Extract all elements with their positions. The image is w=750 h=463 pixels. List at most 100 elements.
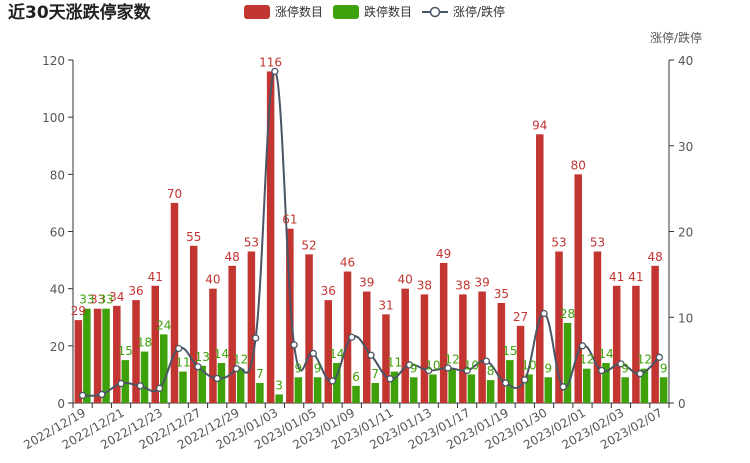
bar-down-label: 9 — [660, 361, 668, 375]
ratio-point — [655, 353, 664, 361]
bar-up — [286, 228, 294, 403]
bar-down — [582, 368, 591, 403]
bar-down-label: 8 — [487, 364, 495, 378]
bar-up — [439, 262, 448, 403]
legend-item-up[interactable]: 涨停数目 — [244, 4, 323, 19]
bar-up-label: 53 — [551, 236, 566, 250]
bar-down — [506, 360, 514, 403]
bar-up — [632, 285, 640, 403]
bar-down-label: 12 — [233, 353, 248, 367]
bar-down-label: 7 — [371, 367, 379, 381]
bar-up-label: 53 — [590, 236, 605, 250]
bar-down-label: 9 — [410, 361, 418, 375]
y-tick-label: 40 — [50, 283, 65, 297]
bar-down — [621, 377, 629, 403]
y2-tick-label: 40 — [678, 54, 693, 68]
bar-up-label: 52 — [301, 238, 316, 252]
ratio-point — [117, 379, 125, 388]
ratio-point — [290, 341, 298, 349]
bar-up — [555, 251, 563, 403]
bar-up-label: 38 — [455, 278, 470, 292]
legend-item-ratio[interactable]: 涨停/跌停 — [422, 4, 505, 19]
bar-up-label: 41 — [628, 270, 643, 284]
ratio-point — [251, 334, 260, 342]
bar-up — [228, 265, 236, 403]
bar-up — [651, 265, 659, 403]
bar-down-label: 13 — [195, 350, 210, 364]
bar-up-label: 40 — [205, 273, 220, 287]
bar-down-label: 14 — [214, 347, 229, 361]
bar-up-label: 46 — [340, 256, 355, 270]
bar-up — [247, 251, 256, 403]
bar-up-label: 80 — [571, 158, 586, 172]
bar-up — [401, 288, 409, 403]
ratio-point — [578, 342, 587, 350]
ratio-point — [425, 366, 433, 375]
bar-up — [459, 294, 467, 403]
bar-down-label: 12 — [445, 353, 460, 367]
bar-up — [324, 300, 333, 403]
bar-up — [363, 291, 371, 403]
bar-down — [294, 377, 303, 403]
bar-down — [121, 360, 130, 403]
bar-up — [382, 314, 390, 403]
bar-up-label: 41 — [148, 270, 163, 284]
ratio-line-path — [82, 70, 661, 397]
ratio-point — [328, 377, 337, 385]
bar-up — [612, 285, 621, 403]
bar-up-label: 31 — [378, 298, 393, 312]
bar-down-label: 9 — [295, 361, 303, 375]
bar-up — [478, 291, 486, 403]
bar-down — [352, 385, 360, 403]
data-labels: 2933333334153618412470115513401448125371… — [71, 55, 668, 392]
ratio-point — [194, 363, 202, 371]
bar-down — [236, 368, 245, 403]
bar-down-label: 12 — [637, 353, 652, 367]
y2-tick-label: 20 — [678, 226, 693, 240]
bar-up-label: 53 — [244, 236, 259, 250]
legend-swatch-down — [333, 5, 359, 19]
bar-down-label: 33 — [98, 293, 113, 307]
bar-up-label: 34 — [109, 290, 124, 304]
bar-down — [83, 308, 91, 403]
y2-tick-label: 0 — [678, 397, 686, 411]
bar-down — [313, 377, 322, 403]
bar-up — [113, 305, 121, 403]
ratio-point — [636, 370, 644, 378]
legend-item-down[interactable]: 跌停数目 — [333, 4, 412, 19]
bar-up-label: 55 — [186, 230, 201, 244]
ratio-point — [463, 366, 471, 375]
bar-up — [170, 202, 179, 403]
ratio-point — [213, 374, 221, 383]
legend-label-up: 涨停数目 — [275, 4, 323, 19]
ratio-point — [271, 67, 279, 76]
bars — [74, 71, 668, 404]
bar-down — [448, 368, 456, 403]
bar-down — [486, 380, 495, 403]
ratio-point — [175, 344, 183, 353]
bar-up — [497, 302, 506, 403]
ratio-point — [232, 365, 241, 373]
bar-up-label: 33 — [90, 293, 105, 307]
bar-down — [217, 362, 226, 403]
bar-down — [409, 377, 418, 403]
bar-down — [563, 322, 572, 403]
bar-down — [544, 377, 553, 403]
ratio-point — [367, 351, 375, 359]
ratio-point — [405, 361, 414, 369]
bar-down — [602, 362, 610, 403]
ratio-point — [348, 333, 356, 341]
bar-down — [140, 351, 149, 403]
ratio-point — [78, 391, 87, 400]
bar-down — [640, 368, 649, 403]
legend-swatch-up — [244, 5, 270, 19]
legend[interactable]: 涨停数目 跌停数目 涨停/跌停 — [244, 4, 505, 19]
bar-up — [420, 294, 429, 403]
bar-up-label: 38 — [417, 278, 432, 292]
bar-down-label: 11 — [387, 356, 402, 370]
bar-down — [390, 371, 399, 403]
bar-up-label: 27 — [513, 310, 528, 324]
bar-down-label: 11 — [175, 356, 190, 370]
bar-down-label: 10 — [464, 358, 479, 372]
right-axis-name: 涨停/跌停 — [650, 30, 702, 45]
